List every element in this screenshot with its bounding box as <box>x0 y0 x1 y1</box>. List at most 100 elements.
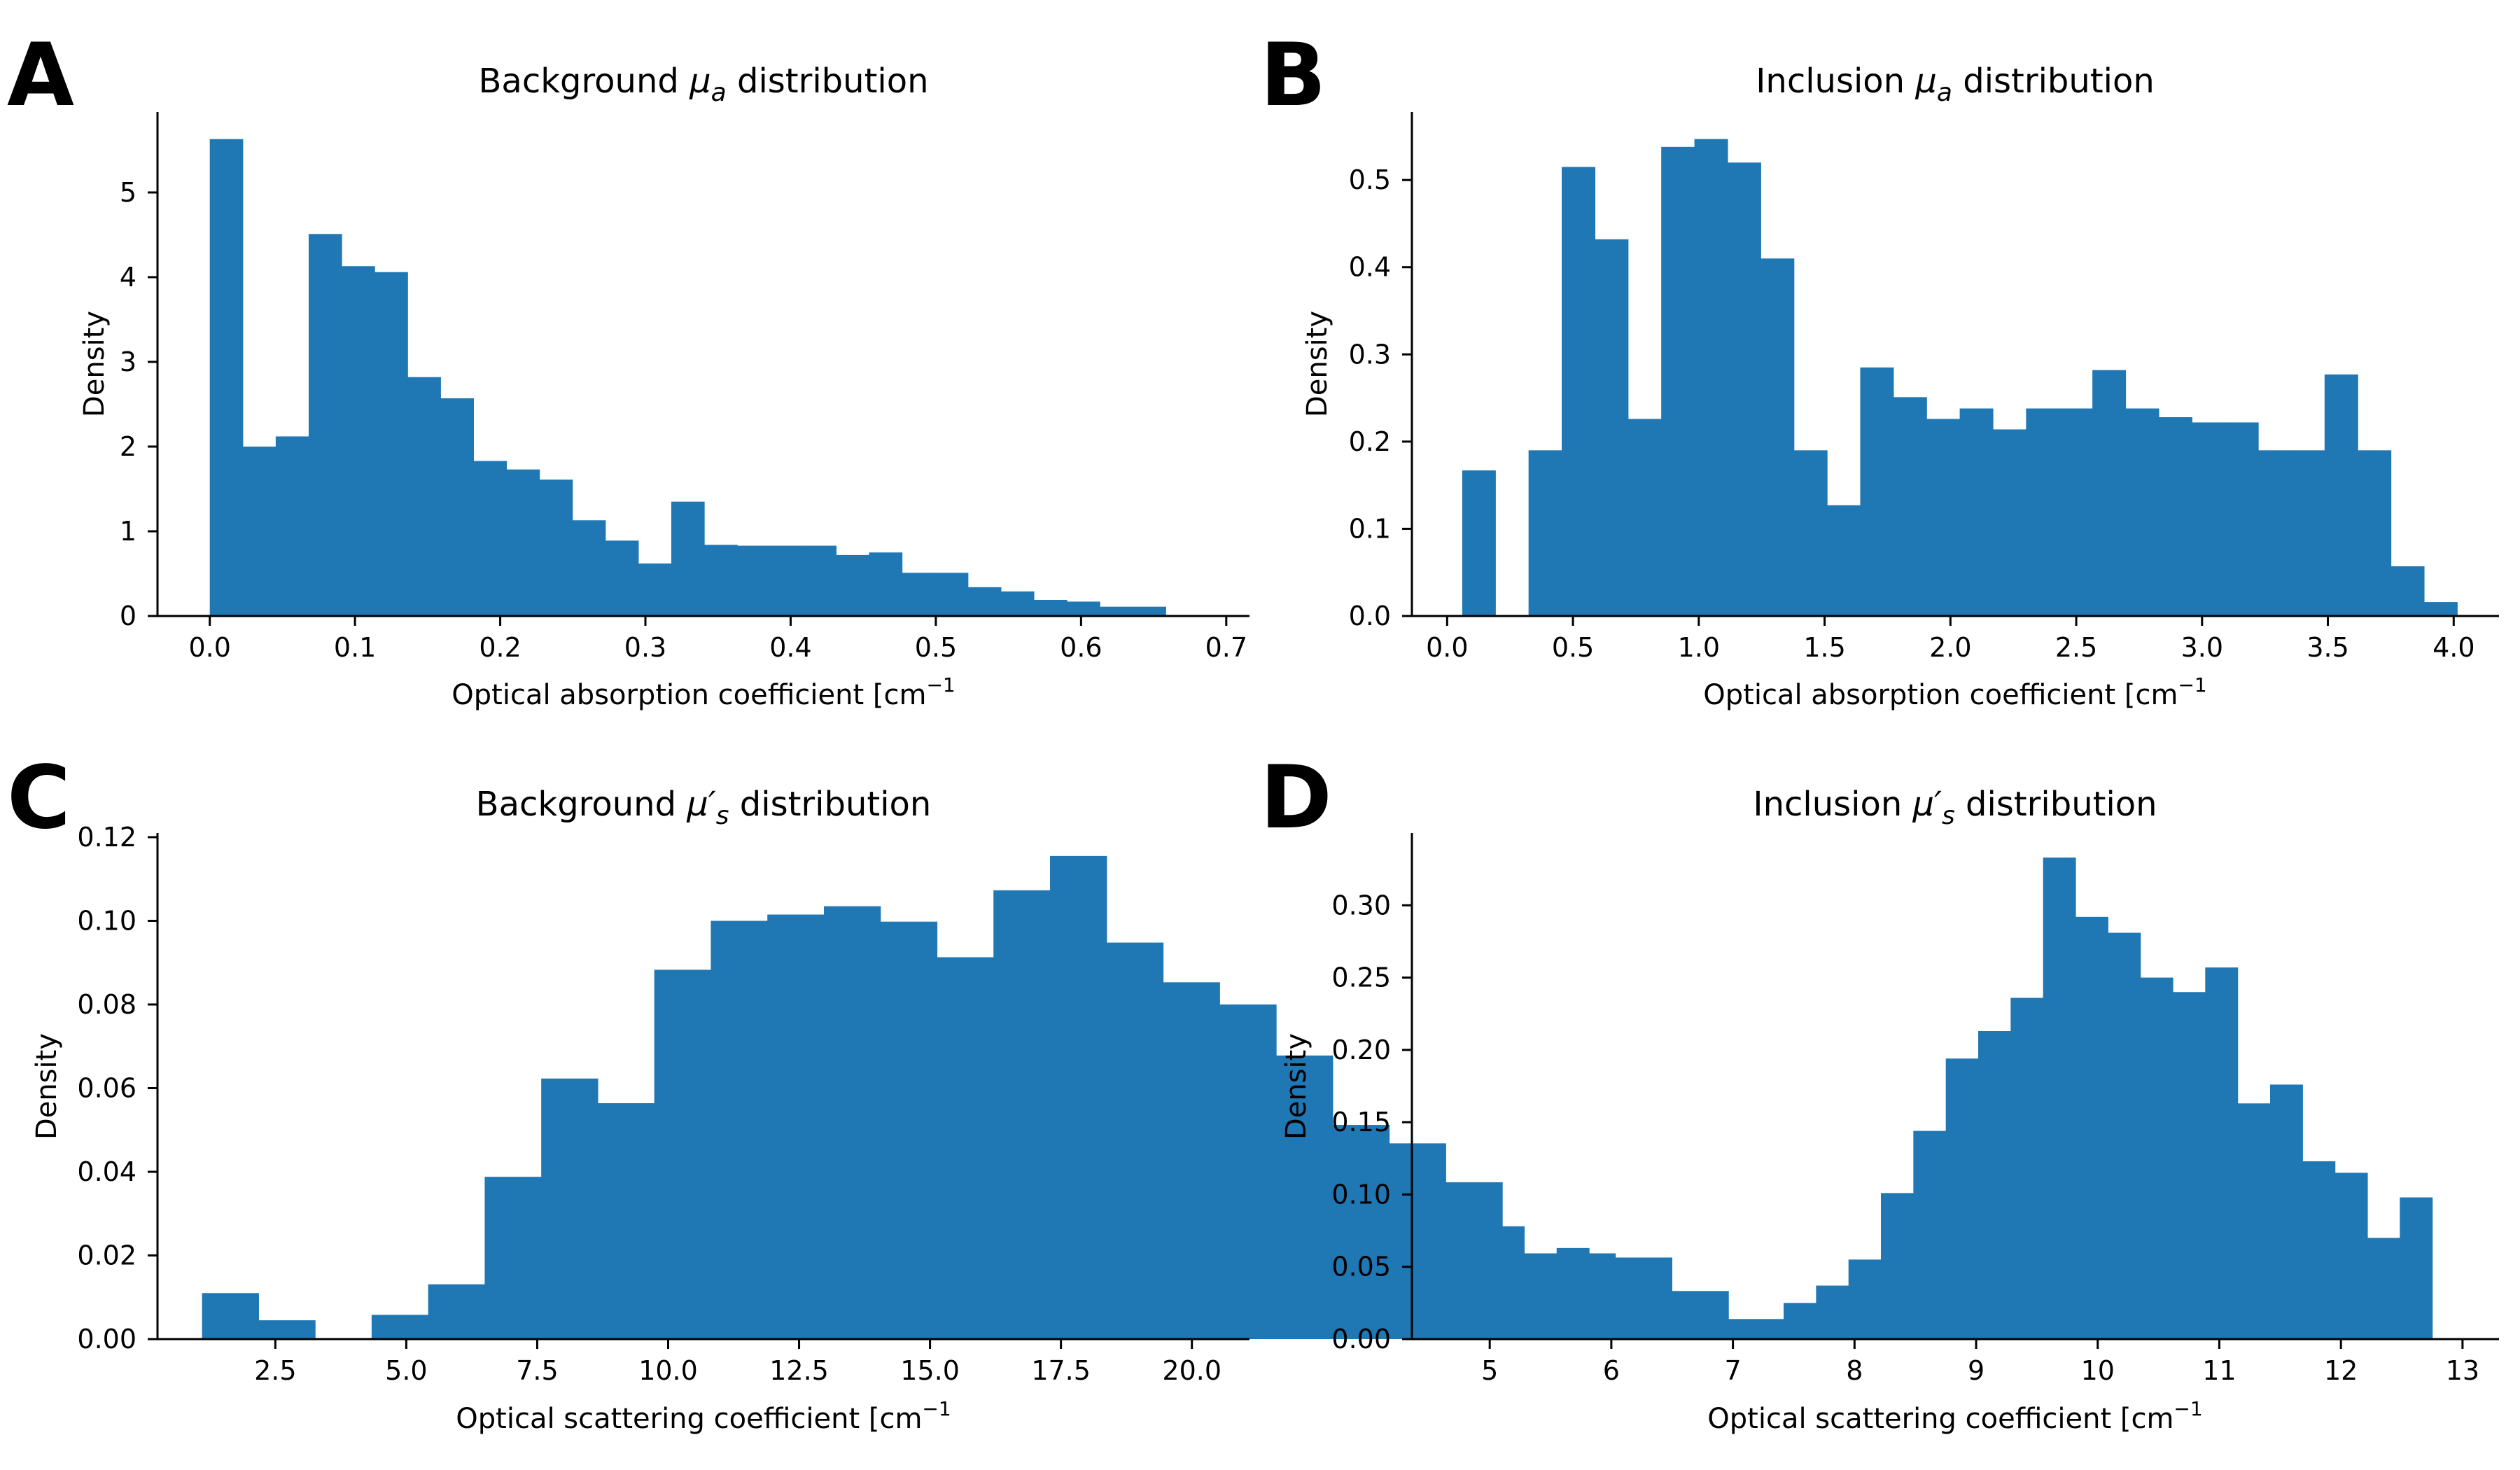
x-tick-label: 6 <box>1603 1355 1620 1386</box>
x-axis-label-text: Optical absorption coefficient [cm <box>451 679 926 711</box>
histogram-bar <box>638 563 672 616</box>
histogram-bar <box>1462 470 1496 616</box>
histogram-bar <box>2302 1161 2336 1339</box>
x-tick-label: 5 <box>1481 1355 1498 1386</box>
y-tick-label: 0.00 <box>77 1324 136 1354</box>
histogram-bar <box>671 501 705 616</box>
histogram-bar <box>1760 258 1795 616</box>
panel-title: Background μ′s distribution <box>476 785 932 830</box>
histogram-bar <box>2367 1238 2400 1339</box>
panel-letter: B <box>1260 25 1326 126</box>
y-tick-label: 0.00 <box>1331 1324 1391 1354</box>
histogram-bar <box>1163 982 1220 1339</box>
x-tick-label: 0.2 <box>479 632 521 663</box>
y-tick-label: 0 <box>120 601 136 631</box>
histogram-bar <box>2334 1172 2368 1339</box>
x-axis-label-superscript: −1 <box>926 673 955 696</box>
histogram-bar <box>937 957 994 1339</box>
y-tick-label: 0.1 <box>1349 513 1391 544</box>
x-tick-label: 0.5 <box>915 632 957 663</box>
x-tick-label: 0.7 <box>1205 632 1247 663</box>
y-tick-label: 0.12 <box>77 822 136 853</box>
histogram-bar <box>1556 1247 1590 1339</box>
x-tick-label: 0.0 <box>188 632 230 663</box>
histogram-bar <box>2400 1197 2433 1339</box>
histogram-bar <box>1793 450 1828 616</box>
x-tick-label: 8 <box>1846 1355 1863 1386</box>
y-tick-label: 0.30 <box>1331 890 1391 920</box>
histogram-bar <box>2237 1103 2271 1339</box>
histogram-bar <box>1459 1226 1492 1339</box>
histogram-bar <box>1628 419 1662 616</box>
x-tick-label: 3.0 <box>2181 632 2223 663</box>
histogram-bar <box>2258 450 2292 616</box>
x-tick-label: 1.5 <box>1803 632 1845 663</box>
histogram-bar <box>1827 505 1861 616</box>
y-axis-label: Density <box>1301 311 1334 417</box>
x-tick-label: 20.0 <box>1162 1355 1222 1386</box>
x-axis-label-text: Optical scattering coefficient [cm <box>456 1403 922 1435</box>
title-symbol: μ <box>1914 62 1937 101</box>
x-tick-label: 0.3 <box>624 632 666 663</box>
x-axis-label: Optical scattering coefficient [cm−1 <box>456 1397 951 1435</box>
x-axis-label: Optical absorption coefficient [cm−1 <box>1703 673 2206 711</box>
y-tick-label: 1 <box>120 516 136 547</box>
x-tick-label: 11 <box>2202 1355 2236 1386</box>
histogram-bar <box>2324 374 2358 616</box>
histogram-bar <box>1033 600 1068 616</box>
x-tick-label: 0.6 <box>1060 632 1102 663</box>
x-tick-label: 15.0 <box>900 1355 960 1386</box>
y-tick-label: 0.15 <box>1331 1107 1391 1138</box>
panel-d: 5 6 7 8 9 10 11 12 13 0.00 0.05 0.10 0.15 0.20 0.25 0.3… <box>1260 748 2499 1435</box>
histogram-bar <box>1727 162 1761 616</box>
histogram-bar <box>2076 916 2108 1339</box>
histogram-bar <box>1562 167 1596 617</box>
y-axis-label: Density <box>1280 1033 1312 1140</box>
histogram-bar <box>2390 566 2425 616</box>
histogram-bar <box>1848 1259 1882 1339</box>
histogram-bar <box>428 1284 485 1339</box>
histogram-bar <box>737 545 771 616</box>
histogram-bar <box>407 377 441 616</box>
title-suffix: distribution <box>1952 62 2155 101</box>
histogram-bar <box>1595 239 1629 616</box>
title-subscript: s <box>716 802 729 830</box>
histogram-bar <box>2192 422 2226 616</box>
title-symbol: μ <box>686 785 708 824</box>
histogram-bar <box>1067 601 1100 616</box>
histogram-bar <box>539 479 573 616</box>
x-axis-label: Optical absorption coefficient [cm−1 <box>451 673 955 711</box>
y-tick-label: 5 <box>120 177 136 208</box>
histogram-bar <box>258 1320 316 1339</box>
histogram-bar <box>1860 367 1894 616</box>
panel-title: Inclusion μa distribution <box>1756 62 2155 107</box>
y-tick-label: 0.05 <box>1331 1252 1391 1282</box>
x-tick-label: 2.5 <box>2055 632 2097 663</box>
histogram-bar <box>2423 602 2458 616</box>
histogram-bar <box>371 1315 429 1339</box>
x-axis-label-text: Optical scattering coefficient [cm <box>1707 1403 2174 1435</box>
y-tick-label: 0.08 <box>77 989 136 1020</box>
title-prime: ′ <box>1934 785 1942 824</box>
histogram-bar <box>275 436 309 616</box>
y-axis-label: Density <box>78 311 111 417</box>
histogram-bar <box>704 545 738 616</box>
histogram-bar <box>2108 932 2141 1339</box>
x-axis-label-superscript: −1 <box>922 1397 951 1420</box>
histogram-bar <box>1389 1143 1446 1339</box>
histogram-bar <box>1893 397 1927 616</box>
y-tick-label: 2 <box>120 431 136 462</box>
x-axis-label-superscript: −1 <box>2174 1397 2202 1420</box>
y-tick-label: 0.10 <box>1331 1179 1391 1210</box>
y-tick-label: 0.4 <box>1349 252 1391 283</box>
histogram-bar <box>1332 1125 1390 1339</box>
histogram-bar <box>342 266 375 616</box>
x-tick-label: 5.0 <box>385 1355 427 1386</box>
title-suffix: distribution <box>729 785 932 824</box>
x-tick-label: 3.5 <box>2306 632 2348 663</box>
histogram-bar <box>1718 1327 1752 1339</box>
panel-a: 0.0 0.1 0.2 0.3 0.4 0.5 0.6 0.7 0 1 2 3 4 5 A Backgroun… <box>7 25 1250 711</box>
histogram-bar <box>605 540 639 616</box>
histogram-bar <box>209 139 244 617</box>
